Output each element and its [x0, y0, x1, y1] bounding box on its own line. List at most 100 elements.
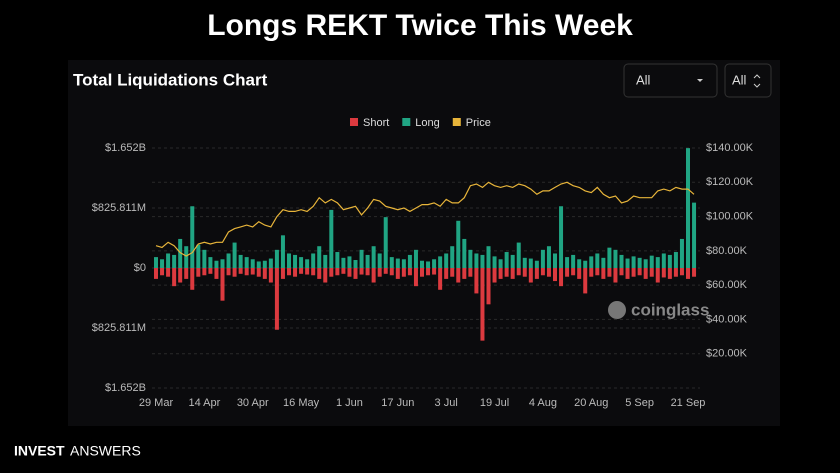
- bar: [293, 268, 298, 277]
- bar: [256, 261, 261, 268]
- bar: [625, 258, 630, 268]
- dropdown-arrow: [697, 79, 703, 82]
- y2-tick-label: $60.00K: [706, 279, 748, 291]
- bar: [516, 268, 521, 276]
- x-tick-label: 30 Apr: [237, 397, 269, 409]
- bar: [395, 268, 400, 279]
- bar: [274, 268, 279, 330]
- bar: [643, 259, 648, 268]
- bar: [323, 254, 328, 268]
- y2-tick-label: $80.00K: [706, 245, 748, 257]
- bar: [359, 268, 364, 275]
- bar: [232, 242, 237, 268]
- bar: [504, 252, 509, 268]
- bar: [220, 268, 225, 301]
- bar: [661, 268, 666, 278]
- bar: [619, 254, 624, 268]
- bar: [607, 247, 612, 268]
- y-tick-label: $1.652B: [105, 142, 146, 154]
- y-tick-label: $1.652B: [105, 382, 146, 394]
- bar: [571, 254, 576, 268]
- x-tick-label: 14 Apr: [188, 397, 220, 409]
- bar: [686, 148, 690, 268]
- bar: [540, 268, 545, 276]
- bar: [377, 253, 382, 268]
- bar: [407, 254, 412, 268]
- bar: [329, 268, 334, 277]
- legend-swatch: [452, 118, 461, 126]
- bar: [226, 268, 231, 276]
- bar: [299, 268, 304, 274]
- bar: [619, 268, 624, 276]
- bar: [559, 268, 564, 287]
- chart-title: Total Liquidations Chart: [73, 70, 268, 89]
- bar: [438, 256, 443, 268]
- bar: [268, 258, 273, 268]
- bar: [432, 259, 437, 268]
- bar: [371, 246, 376, 268]
- bar: [655, 268, 660, 283]
- bar: [220, 259, 225, 268]
- bar: [299, 257, 304, 268]
- bar: [444, 253, 449, 268]
- bar: [462, 238, 467, 268]
- bar: [692, 268, 697, 277]
- bar: [661, 253, 666, 268]
- bar: [510, 254, 515, 268]
- bar: [534, 260, 539, 268]
- bar: [420, 268, 424, 277]
- bar: [329, 209, 334, 268]
- range-value: All: [636, 72, 651, 87]
- bar: [244, 268, 249, 276]
- bar: [444, 268, 449, 279]
- bar: [389, 268, 394, 276]
- bar: [655, 257, 660, 268]
- bar: [214, 268, 219, 279]
- bar: [649, 268, 654, 277]
- legend-label: Long: [415, 117, 439, 129]
- x-tick-label: 20 Aug: [574, 397, 608, 409]
- bar: [160, 259, 165, 268]
- bar: [335, 252, 340, 268]
- bar: [287, 268, 291, 276]
- bar: [686, 268, 690, 279]
- bar: [208, 268, 213, 274]
- bar: [667, 254, 672, 268]
- bar: [649, 255, 654, 268]
- y-tick-label: $825.811M: [92, 322, 146, 334]
- bar: [311, 268, 316, 276]
- bar: [492, 268, 497, 283]
- bar: [172, 254, 177, 268]
- x-tick-label: 1 Jun: [336, 397, 363, 409]
- bar: [359, 249, 364, 268]
- x-tick-label: 21 Sep: [671, 397, 706, 409]
- x-tick-label: 19 Jul: [480, 397, 509, 409]
- watermark: coinglass: [608, 300, 709, 319]
- bar: [583, 260, 588, 268]
- range-dropdown[interactable]: [623, 63, 718, 98]
- brand-light: ANSWERS: [70, 443, 141, 459]
- bar: [341, 257, 346, 268]
- bar: [589, 256, 594, 268]
- bar: [202, 268, 207, 276]
- bar: [553, 268, 557, 282]
- legend-label: Short: [363, 117, 389, 129]
- bar: [268, 268, 273, 283]
- bar: [184, 246, 189, 268]
- bar: [589, 268, 594, 277]
- sort-icon: [753, 74, 761, 88]
- x-tick-label: 3 Jul: [435, 397, 458, 409]
- bar: [371, 268, 376, 283]
- legend-label: Price: [466, 117, 491, 129]
- y2-tick-label: $100.00K: [706, 210, 754, 222]
- bar: [196, 244, 201, 268]
- filter-value: All: [732, 72, 747, 87]
- bar: [305, 268, 310, 275]
- filter-dropdown[interactable]: [724, 63, 772, 98]
- bar: [365, 254, 370, 268]
- bar: [383, 268, 388, 274]
- bar: [154, 257, 158, 268]
- bar: [172, 268, 177, 287]
- y2-tick-label: $120.00K: [706, 176, 754, 188]
- bar: [377, 268, 382, 277]
